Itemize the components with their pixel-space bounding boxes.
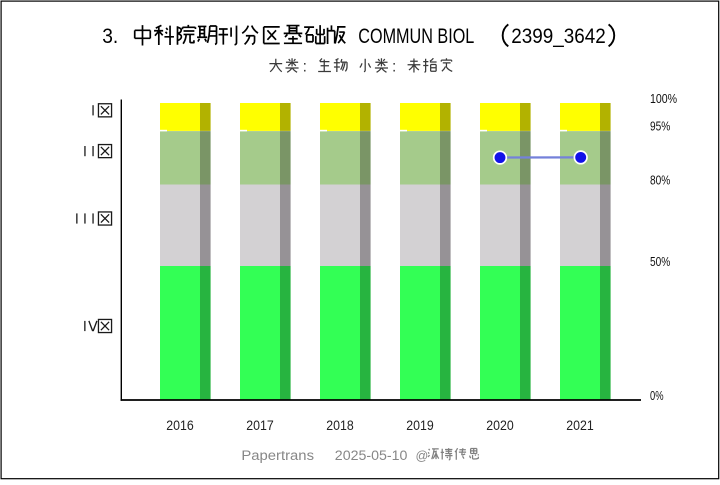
svg-text:2017: 2017	[246, 418, 274, 433]
svg-text:2021: 2021	[566, 418, 594, 433]
svg-text:95%: 95%	[650, 119, 671, 134]
svg-text:2018: 2018	[326, 418, 354, 433]
svg-text:2016: 2016	[166, 418, 194, 433]
svg-text::: :	[303, 59, 307, 76]
svg-text:2025-05-10: 2025-05-10	[335, 448, 408, 464]
svg-text:@: @	[416, 449, 429, 463]
svg-text:2020: 2020	[486, 418, 514, 433]
svg-text:100%: 100%	[650, 91, 677, 106]
svg-text:0%: 0%	[650, 388, 664, 403]
svg-text:80%: 80%	[650, 173, 671, 188]
svg-text:2399_3642: 2399_3642	[511, 25, 606, 48]
svg-text::: :	[392, 59, 396, 76]
svg-text:2019: 2019	[406, 418, 434, 433]
svg-text:Papertrans: Papertrans	[241, 448, 314, 464]
svg-text:50%: 50%	[650, 254, 671, 269]
svg-text:COMMUN BIOL: COMMUN BIOL	[358, 25, 474, 48]
svg-text:3.: 3.	[102, 25, 118, 48]
